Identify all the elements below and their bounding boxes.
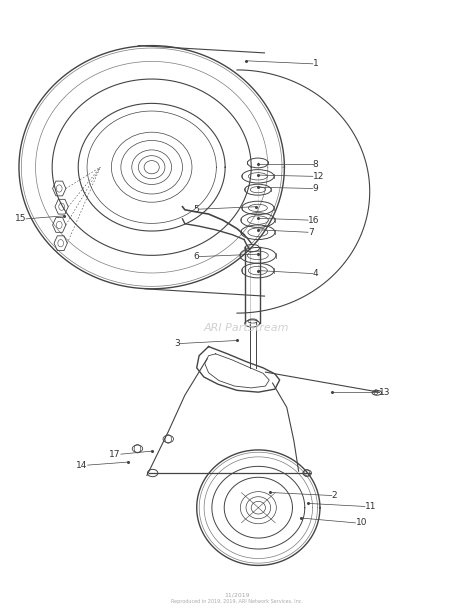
- Text: 17: 17: [109, 450, 121, 458]
- Text: 8: 8: [313, 160, 319, 168]
- Text: 12: 12: [313, 172, 324, 181]
- Text: 1: 1: [313, 60, 319, 68]
- Text: 2: 2: [332, 491, 337, 500]
- Text: 4: 4: [313, 269, 319, 278]
- Text: ARI PartStream: ARI PartStream: [204, 323, 289, 333]
- Text: 5: 5: [193, 205, 199, 213]
- Text: 11: 11: [365, 502, 376, 511]
- Text: 16: 16: [308, 216, 319, 224]
- Text: 9: 9: [313, 184, 319, 193]
- Text: Reproduced in 2019, 2019, ARI Network Services, Inc.: Reproduced in 2019, 2019, ARI Network Se…: [171, 599, 303, 604]
- Text: 14: 14: [76, 461, 88, 469]
- Text: 11/2019: 11/2019: [224, 592, 250, 597]
- Text: 13: 13: [379, 388, 391, 396]
- Text: 3: 3: [174, 339, 180, 348]
- Text: 7: 7: [308, 228, 314, 237]
- Text: 10: 10: [356, 519, 367, 527]
- Text: 6: 6: [193, 252, 199, 261]
- Text: 15: 15: [15, 215, 26, 223]
